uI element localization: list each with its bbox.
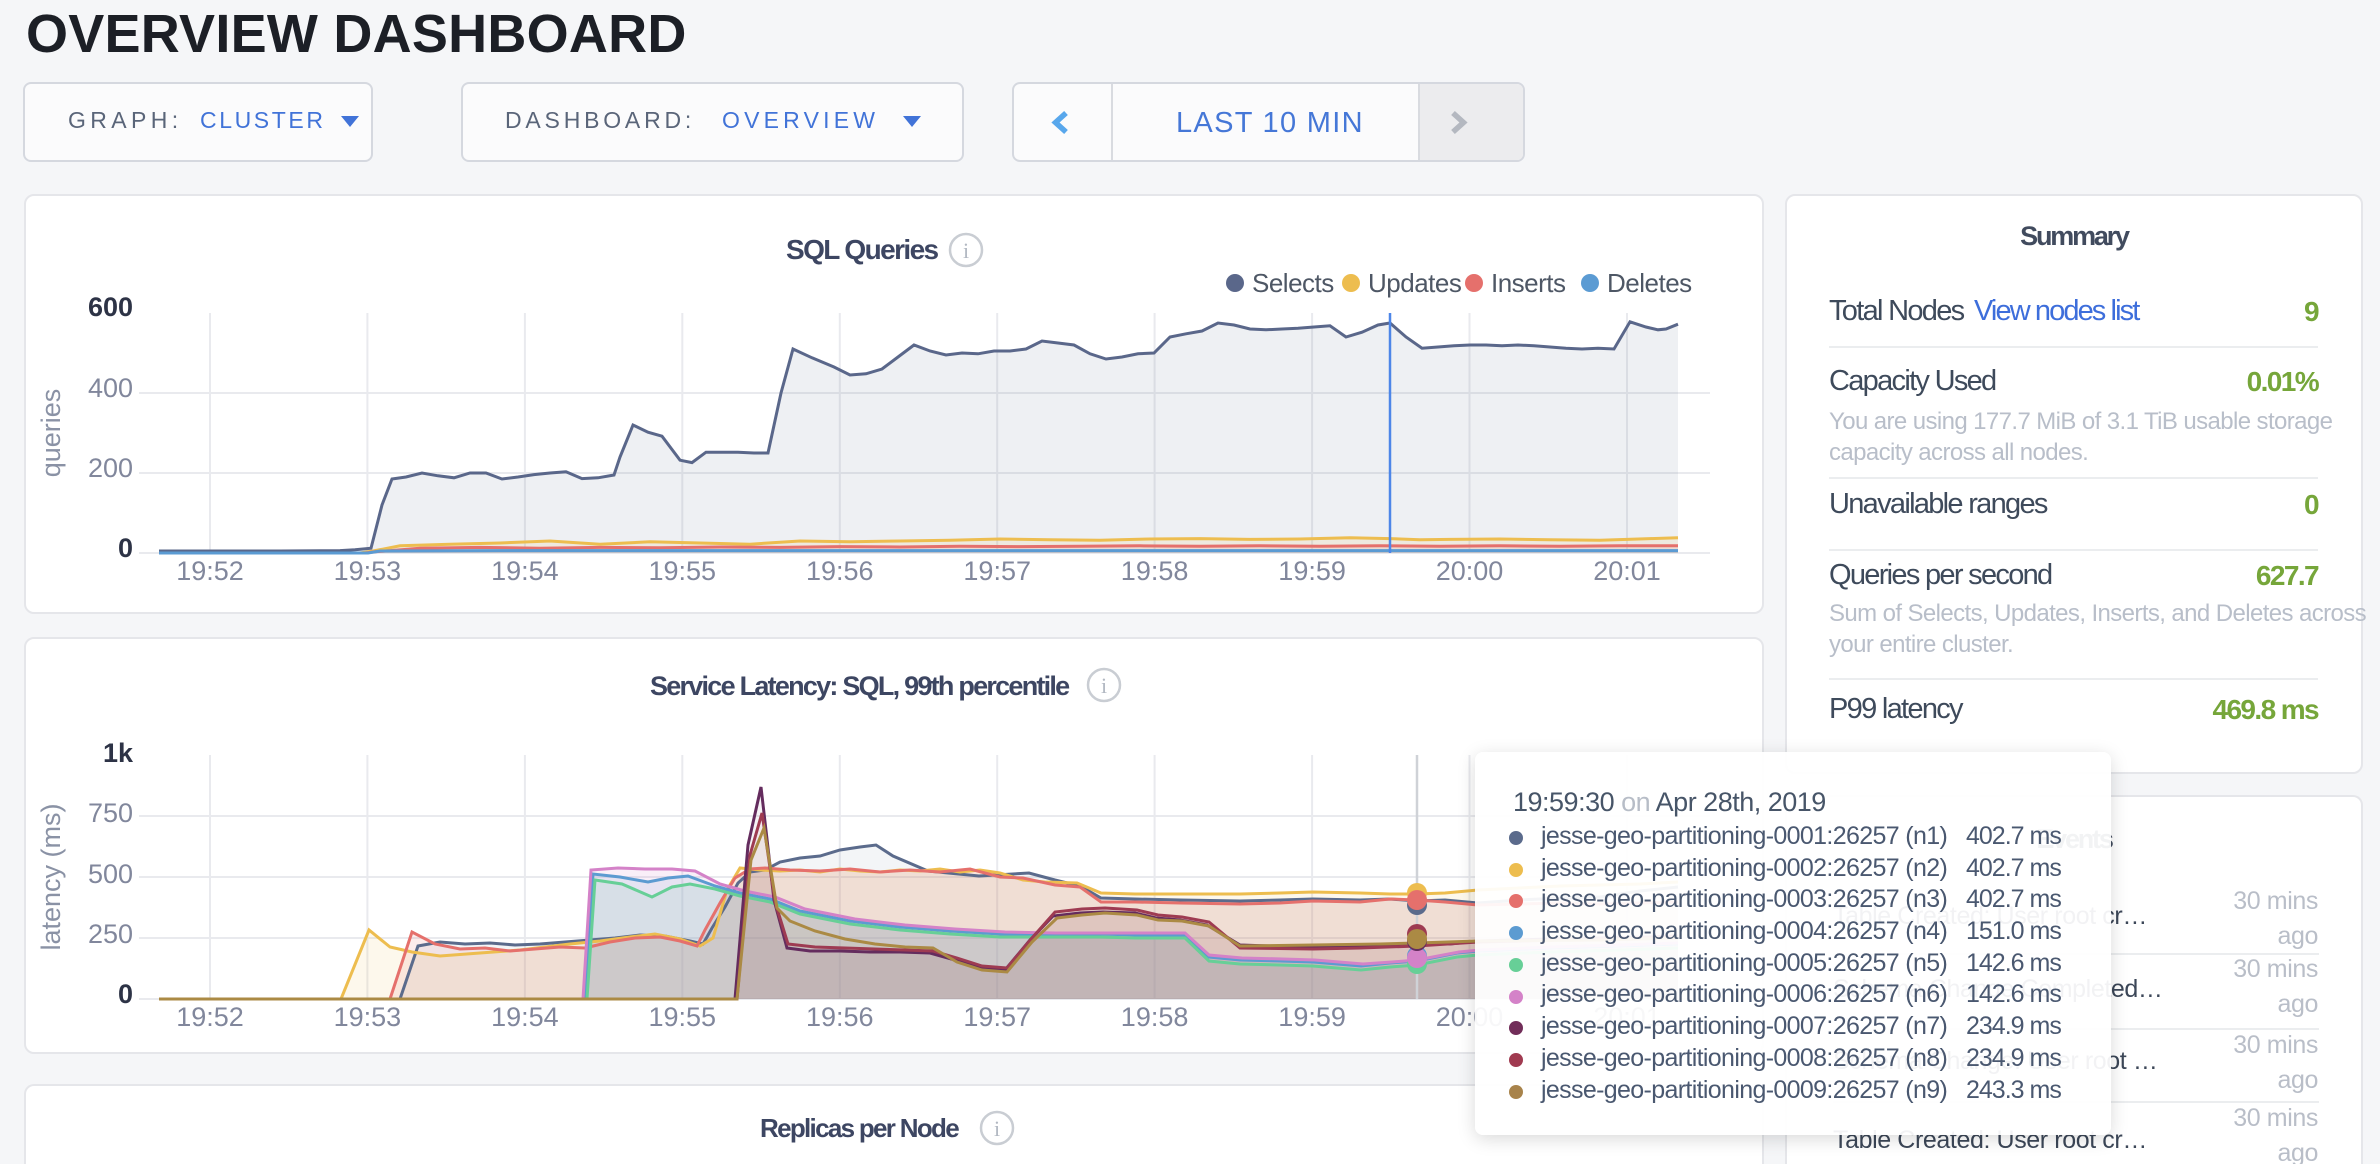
svg-text:19:57: 19:57: [963, 556, 1031, 586]
svg-text:19:56: 19:56: [806, 1002, 874, 1032]
svg-text:19:56: 19:56: [806, 556, 874, 586]
svg-text:19:58: 19:58: [1121, 1002, 1189, 1032]
svg-text:19:53: 19:53: [334, 556, 402, 586]
svg-text:i: i: [994, 1116, 1000, 1141]
svg-text:Selects: Selects: [1252, 268, 1334, 298]
svg-text:0: 0: [118, 533, 133, 563]
svg-text:19:59: 19:59: [1278, 1002, 1346, 1032]
svg-text:250: 250: [88, 919, 133, 949]
svg-text:0: 0: [118, 979, 133, 1009]
svg-text:Updates: Updates: [1368, 268, 1462, 298]
svg-text:19:54: 19:54: [491, 556, 559, 586]
svg-text:Inserts: Inserts: [1491, 268, 1566, 298]
svg-text:500: 500: [88, 859, 133, 889]
svg-text:latency (ms): latency (ms): [36, 803, 66, 950]
svg-text:19:53: 19:53: [334, 1002, 402, 1032]
svg-text:1k: 1k: [103, 738, 134, 768]
svg-text:19:52: 19:52: [176, 1002, 244, 1032]
svg-text:i: i: [963, 238, 969, 263]
svg-text:750: 750: [88, 798, 133, 828]
svg-text:Service Latency: SQL, 99th per: Service Latency: SQL, 99th percentile: [650, 671, 1070, 701]
svg-text:SQL Queries: SQL Queries: [786, 234, 939, 265]
svg-text:i: i: [1101, 673, 1107, 698]
svg-text:Deletes: Deletes: [1607, 268, 1692, 298]
svg-text:19:52: 19:52: [176, 556, 244, 586]
svg-text:19:55: 19:55: [649, 1002, 717, 1032]
svg-text:600: 600: [88, 292, 133, 322]
svg-text:queries: queries: [36, 389, 66, 478]
svg-text:19:55: 19:55: [649, 556, 717, 586]
svg-text:19:58: 19:58: [1121, 556, 1189, 586]
svg-text:19:57: 19:57: [963, 1002, 1031, 1032]
svg-text:19:59: 19:59: [1278, 556, 1346, 586]
svg-text:19:54: 19:54: [491, 1002, 559, 1032]
svg-text:Replicas per Node: Replicas per Node: [760, 1113, 959, 1143]
svg-text:20:01: 20:01: [1593, 556, 1661, 586]
svg-text:200: 200: [88, 453, 133, 483]
svg-text:400: 400: [88, 373, 133, 403]
svg-text:20:00: 20:00: [1436, 556, 1504, 586]
